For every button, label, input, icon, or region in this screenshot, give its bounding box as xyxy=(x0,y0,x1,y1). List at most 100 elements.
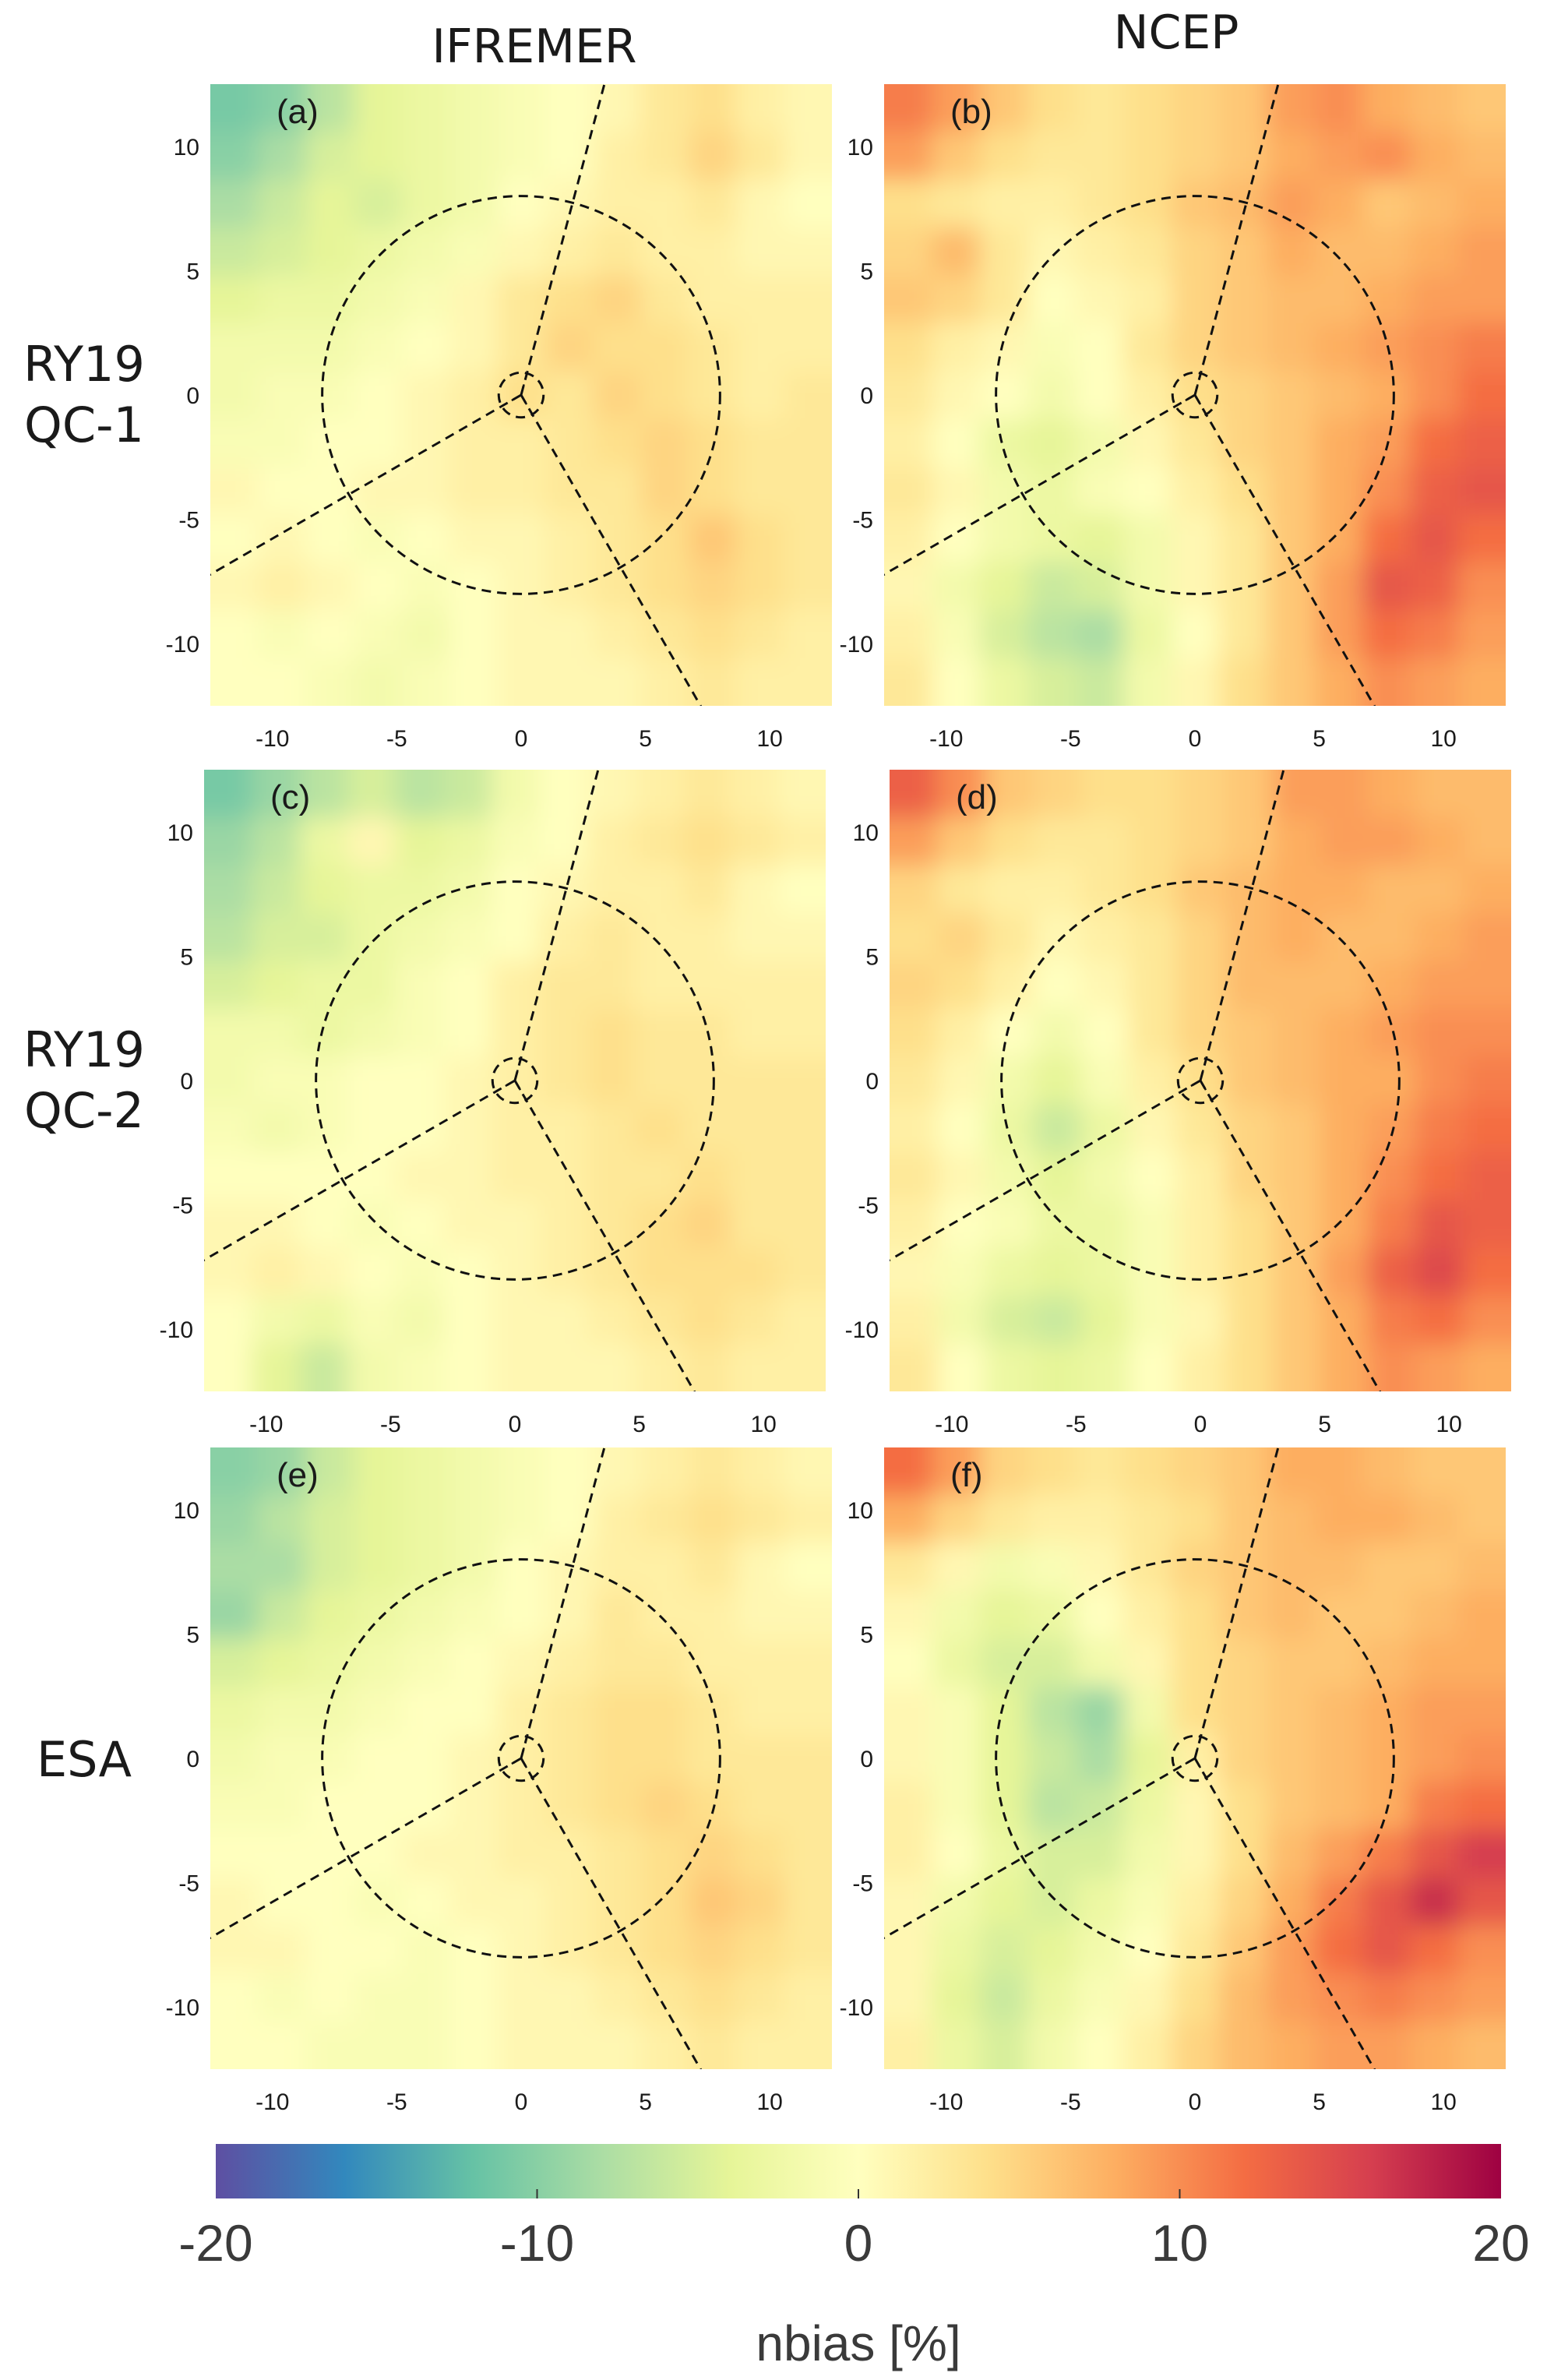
heatmap-cell xyxy=(491,1247,540,1297)
heatmap-cell xyxy=(1367,961,1417,1010)
turbine-blade xyxy=(1185,1757,1196,1765)
heatmap-cell xyxy=(354,1638,403,1687)
heatmap-cell xyxy=(1362,610,1411,659)
heatmap-cell xyxy=(1362,418,1411,468)
heatmap-cell xyxy=(1122,658,1172,706)
heatmap-cell xyxy=(587,1343,636,1391)
heatmap-cell xyxy=(491,1343,540,1391)
heatmap-cell xyxy=(1224,770,1274,819)
heatmap-cell xyxy=(979,1495,1029,1544)
heatmap-cell xyxy=(1122,1638,1172,1687)
heatmap-cell xyxy=(932,1591,981,1640)
heatmap-cell xyxy=(1410,2021,1459,2069)
heatmap-cell xyxy=(730,961,779,1010)
heatmap-cell xyxy=(1410,1830,1459,1879)
heatmap-cell xyxy=(1075,610,1124,659)
heatmap-cell xyxy=(1080,961,1129,1010)
heatmap-cell xyxy=(1457,658,1506,706)
heatmap-cell xyxy=(1122,1686,1172,1736)
y-tick-label: 0 xyxy=(860,383,873,409)
heatmap-cell xyxy=(1027,658,1077,706)
heatmap-cell xyxy=(979,132,1029,181)
heatmap-cell xyxy=(1218,2021,1268,2069)
heatmap-cell xyxy=(497,275,546,324)
heatmap-cell xyxy=(538,1200,588,1249)
heatmap-cell xyxy=(1218,275,1268,324)
heatmap-cell xyxy=(736,418,785,468)
heatmap-cell xyxy=(449,179,499,229)
heatmap-cell xyxy=(937,1104,986,1154)
heatmap-cell xyxy=(1415,1056,1464,1105)
heatmap-cell xyxy=(1410,514,1459,563)
y-tick-label: -10 xyxy=(845,1317,879,1343)
heatmap-cell xyxy=(305,562,355,612)
heatmap-cell xyxy=(937,1152,986,1201)
heatmap-cell xyxy=(347,961,396,1010)
heatmap-cell xyxy=(401,1495,450,1544)
heatmap-cell xyxy=(1027,418,1077,468)
heatmap-cell xyxy=(449,1878,499,1927)
heatmap-cell xyxy=(1224,865,1274,915)
heatmap-cell xyxy=(784,132,832,181)
heatmap-cell xyxy=(634,1296,683,1345)
heatmap-cell xyxy=(784,658,832,706)
heatmap-cell xyxy=(305,132,355,181)
heatmap-cell xyxy=(1128,1152,1178,1201)
heatmap-cell xyxy=(1457,227,1506,277)
outer-circle xyxy=(995,1558,1395,1959)
heatmap-cell xyxy=(1410,1734,1459,1783)
y-tick-label: -5 xyxy=(852,508,873,534)
heatmap-cell xyxy=(1314,2021,1363,2069)
heatmap-cell xyxy=(634,817,683,866)
y-tick-label: -5 xyxy=(178,508,199,534)
x-tick-label: -5 xyxy=(380,1412,401,1437)
heatmap-cell xyxy=(884,1878,933,1927)
heatmap-cell xyxy=(1027,562,1077,612)
heatmap-cell xyxy=(204,865,253,915)
turbine-blade xyxy=(1199,1070,1204,1081)
heatmap-cell xyxy=(1320,1008,1369,1058)
heatmap-cell xyxy=(736,658,785,706)
heatmap-cell xyxy=(1027,1543,1077,1592)
heatmap-cell xyxy=(1075,84,1124,133)
y-tick-label: 0 xyxy=(186,1747,199,1772)
heatmap-cell xyxy=(1122,2021,1172,2069)
heatmap-cell xyxy=(884,610,933,659)
turbine-blade xyxy=(511,1757,522,1765)
heatmap-cell xyxy=(1171,1878,1220,1927)
heatmap-cell xyxy=(1320,1200,1369,1249)
heatmap-cell xyxy=(784,227,832,277)
heatmap-cell xyxy=(593,1591,642,1640)
heatmap-cell xyxy=(932,418,981,468)
heatmap-cell xyxy=(1362,275,1411,324)
heatmap-cell xyxy=(1027,1447,1077,1497)
heatmap-cell xyxy=(777,1200,826,1249)
panel-d: (d) -10 -5 0 5 10 10 5 0 -5 -10 xyxy=(845,770,1511,1437)
heatmap-cell xyxy=(640,371,689,420)
heatmap-cell xyxy=(1128,1247,1178,1297)
heatmap-cell xyxy=(890,1200,939,1249)
heatmap-cell xyxy=(932,1447,981,1497)
heatmap-cell xyxy=(1457,323,1506,372)
heatmap-cell xyxy=(210,1638,259,1687)
heatmap-cell xyxy=(1122,1878,1172,1927)
heatmap-cell xyxy=(497,1543,546,1592)
heatmap-cell xyxy=(593,658,642,706)
heatmap-cell xyxy=(1362,132,1411,181)
heatmap-cell xyxy=(890,1152,939,1201)
heatmap-cell xyxy=(1457,1878,1506,1927)
heatmap-cell xyxy=(1176,961,1225,1010)
heatmap-cell xyxy=(1033,1200,1082,1249)
heatmap-cell xyxy=(442,865,492,915)
heatmap-cell xyxy=(1272,1056,1321,1105)
heatmap-cell xyxy=(730,865,779,915)
heatmap-cell xyxy=(449,1543,499,1592)
x-tick-label: 10 xyxy=(757,2089,783,2115)
heatmap-cell xyxy=(979,1973,1029,2022)
heatmap-cell xyxy=(640,1591,689,1640)
heatmap-cell xyxy=(347,1152,396,1201)
heatmap-cell xyxy=(688,1447,738,1497)
heatmap-cell xyxy=(1457,1734,1506,1783)
heatmap-cell xyxy=(884,1495,933,1544)
heatmap-cell xyxy=(347,913,396,962)
